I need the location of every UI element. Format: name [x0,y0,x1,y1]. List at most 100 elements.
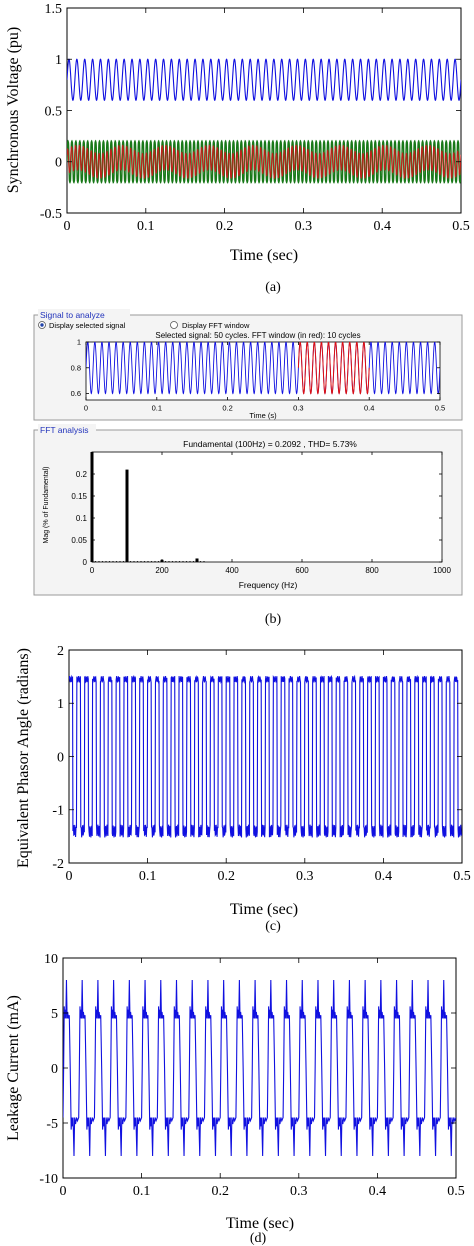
fft-title: Fundamental (100Hz) = 0.2092 , THD= 5.73… [183,439,357,449]
panel-c-xtick-label: 0.5 [453,869,471,884]
radio-display-fft-window-label: Display FFT window [182,321,250,330]
fft-minor-bar [101,561,104,562]
fft-minor-bar [119,561,121,562]
fft-plot-ylabel: Mag (% of Fundamental) [43,466,50,543]
fft-minor-bar [175,561,177,562]
panel-a-ytick-label: 0 [55,156,62,171]
panel-d-ytick-label: -10 [39,1172,58,1187]
fft-minor-bar [108,561,111,562]
fft-plot-ytick-label: 0.1 [76,514,88,523]
panel-c-xlabel: Time (sec) [230,901,298,918]
panel-a-series-red [67,144,461,179]
panel-a-xlabel: Time (sec) [230,247,298,264]
signal-plot-xtick-label: 0.2 [222,404,232,413]
signal-plot-ytick-label: 0.6 [71,389,81,398]
fft-plot-xtick-label: 800 [365,566,379,575]
fft-minor-bar [150,561,153,562]
panel-a-xtick-label: 0.4 [373,219,391,234]
fft-minor-bar [112,561,114,562]
panel-a: -0.500.511.5 0 0.1 0.2 0.3 0.4 0.5 Time (sec)… [5,2,470,295]
panel-a-plot-frame [66,7,462,214]
panel-a-ytick-label: 1.5 [45,2,63,17]
fft-plot-ytick-label: 0.2 [76,470,88,479]
fft-plot-frame [91,451,443,563]
fft-minor-bar [140,561,142,562]
fft-bar [90,452,94,562]
fft-plot-xtick-label: 200 [155,566,169,575]
panel-c-caption: (c) [265,919,281,934]
panel-d-ytick-label: -5 [46,1117,58,1132]
panel-a-xtick-label: 0.5 [452,219,470,234]
fft-minor-bar [168,561,170,562]
fft-minor-bar [98,561,100,562]
panel-d: -10 -5 0 5 10 0 0.1 0.2 0.3 0.4 0.5 Time (sec) Le… [5,952,465,1246]
signal-plot-ytick-label: 1 [77,338,81,347]
panel-c-xtick-label: 0.1 [139,869,157,884]
fft-plot-xtick-label: 400 [225,566,239,575]
panel-c-ytick-label: -1 [52,804,64,819]
radio-display-selected-signal-dot [40,323,44,327]
fft-minor-bar [154,561,156,562]
panel-d-xtick-label: 0.2 [211,1184,229,1199]
panel-b: Signal to analyze Display selected signa… [33,309,463,627]
panel-a-xtick-label: 0.1 [137,219,155,234]
signal-group-title: Signal to analyze [40,310,105,320]
panel-c-ytick-label: 2 [57,644,64,659]
fft-plot-ytick-label: 0.05 [71,536,87,545]
fft-minor-bar [192,561,195,562]
fft-plot-xtick-label: 600 [295,566,309,575]
fft-minor-bar [129,561,132,562]
panel-d-xtick-label: 0.1 [133,1184,151,1199]
fft-minor-bar [157,561,160,562]
fft-bar [195,558,199,562]
fft-minor-bar [105,561,107,562]
fft-minor-bar [171,561,174,562]
panel-c-xtick-label: 0.2 [217,869,235,884]
fft-minor-bar [164,561,167,562]
fft-minor-bar [203,561,205,562]
signal-plot-xlabel: Time (s) [249,411,277,420]
panel-c: -2 -1 0 1 2 0 0.1 0.2 0.3 0.4 0.5 Time (sec) Equi… [15,644,471,934]
signal-info-text: Selected signal: 50 cycles. FFT window (… [155,331,360,340]
panel-c-ytick-label: 1 [57,697,64,712]
panel-d-caption: (d) [250,1231,267,1246]
fft-minor-bar [178,561,181,562]
panel-c-xtick-label: 0.3 [296,869,314,884]
fft-group-title-bg [38,424,96,436]
panel-d-ylabel: Leakage Current (mA) [5,995,22,1141]
fft-minor-bar [199,561,202,562]
fft-minor-bar [189,561,191,562]
panel-d-ytick-label: 0 [51,1062,58,1077]
signal-group-title-bg [38,309,130,321]
fft-minor-bar [185,561,188,562]
panel-a-ylabel: Synchronous Voltage (pu) [5,27,22,194]
fft-plot-xtick-label: 1000 [433,566,451,575]
panel-d-xtick-label: 0.5 [447,1184,465,1199]
fft-plot-xtick-label: 0 [90,566,95,575]
fft-plot-ytick-label: 0 [83,558,88,567]
fft-minor-bar [122,561,125,562]
panel-d-xtick-label: 0.4 [369,1184,387,1199]
fft-minor-bar [182,561,184,562]
panel-c-series [69,674,462,838]
panel-a-xtick-label: 0 [64,219,71,234]
panel-c-xtick-label: 0 [66,869,73,884]
signal-plot-xtick-label: 0.5 [435,404,445,413]
panel-c-ytick-label: -2 [52,857,64,872]
radio-display-selected-signal-label: Display selected signal [49,321,126,330]
fft-bar [125,469,129,562]
panel-a-xtick-label: 0.2 [216,219,234,234]
fft-plot-ytick-label: 0.15 [71,492,87,501]
panel-c-ytick-label: 0 [57,750,64,765]
fft-minor-bar [94,561,97,562]
fft-window-series [297,342,370,395]
panel-a-ytick-label: 1 [55,53,62,68]
panel-d-xtick-label: 0 [60,1184,67,1199]
radio-display-fft-window[interactable] [170,321,178,329]
fft-minor-bar [115,561,118,562]
fft-plot-xlabel: Frequency (Hz) [239,580,298,590]
signal-plot-xtick-label: 0.3 [293,404,303,413]
fft-minor-bar [147,561,149,562]
panel-a-caption: (a) [265,280,281,295]
signal-series [86,342,440,395]
